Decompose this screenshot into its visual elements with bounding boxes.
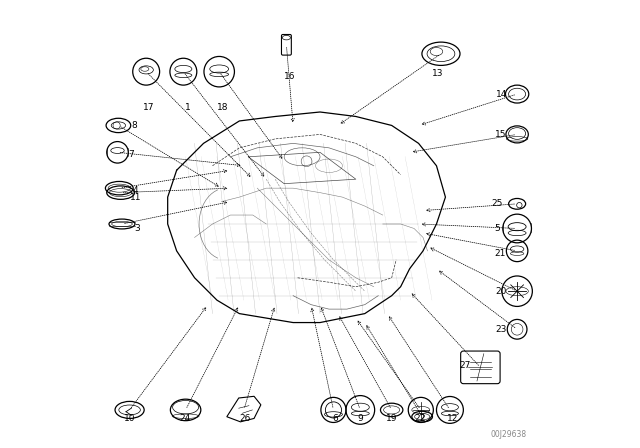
Text: 6: 6 bbox=[333, 414, 339, 423]
Text: 25: 25 bbox=[492, 199, 503, 208]
Text: 16: 16 bbox=[284, 72, 295, 81]
Text: 22: 22 bbox=[415, 414, 426, 423]
Text: 12: 12 bbox=[447, 414, 458, 423]
Text: 10: 10 bbox=[124, 414, 135, 423]
Text: 15: 15 bbox=[495, 130, 506, 139]
Text: 27: 27 bbox=[459, 361, 470, 370]
Text: 11: 11 bbox=[130, 193, 141, 202]
Text: 7: 7 bbox=[128, 150, 134, 159]
Text: 23: 23 bbox=[496, 325, 507, 334]
Text: 2: 2 bbox=[419, 414, 425, 423]
Text: 4: 4 bbox=[132, 186, 138, 195]
Text: 17: 17 bbox=[143, 103, 155, 112]
Text: 26: 26 bbox=[239, 414, 251, 423]
Text: 14: 14 bbox=[496, 90, 507, 99]
Text: 20: 20 bbox=[496, 287, 507, 296]
Text: 18: 18 bbox=[216, 103, 228, 112]
Text: 21: 21 bbox=[494, 249, 506, 258]
Text: 00J29638: 00J29638 bbox=[490, 430, 526, 439]
Text: 19: 19 bbox=[386, 414, 397, 423]
Text: 5: 5 bbox=[495, 224, 500, 233]
Text: 9: 9 bbox=[358, 414, 363, 423]
Text: 1: 1 bbox=[185, 103, 191, 112]
Text: 24: 24 bbox=[179, 414, 190, 423]
Text: 13: 13 bbox=[431, 69, 443, 78]
Text: 8: 8 bbox=[131, 121, 137, 130]
Text: 3: 3 bbox=[134, 224, 140, 233]
